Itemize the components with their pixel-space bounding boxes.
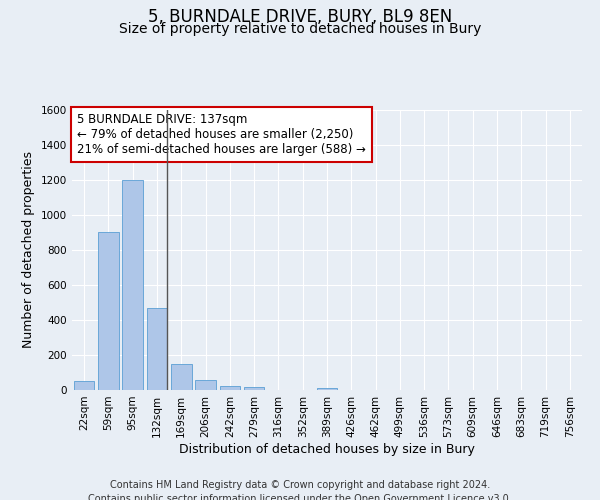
Text: 5 BURNDALE DRIVE: 137sqm
← 79% of detached houses are smaller (2,250)
21% of sem: 5 BURNDALE DRIVE: 137sqm ← 79% of detach… <box>77 113 366 156</box>
Bar <box>146 308 167 390</box>
Text: Distribution of detached houses by size in Bury: Distribution of detached houses by size … <box>179 442 475 456</box>
Bar <box>195 380 216 390</box>
Text: Size of property relative to detached houses in Bury: Size of property relative to detached ho… <box>119 22 481 36</box>
Text: 5, BURNDALE DRIVE, BURY, BL9 8EN: 5, BURNDALE DRIVE, BURY, BL9 8EN <box>148 8 452 26</box>
Bar <box>317 388 337 390</box>
Bar <box>74 381 94 390</box>
Y-axis label: Number of detached properties: Number of detached properties <box>22 152 35 348</box>
Bar <box>98 232 119 390</box>
Text: Contains HM Land Registry data © Crown copyright and database right 2024.
Contai: Contains HM Land Registry data © Crown c… <box>88 480 512 500</box>
Bar <box>244 388 265 390</box>
Bar <box>220 386 240 390</box>
Bar <box>122 180 143 390</box>
Bar <box>171 364 191 390</box>
